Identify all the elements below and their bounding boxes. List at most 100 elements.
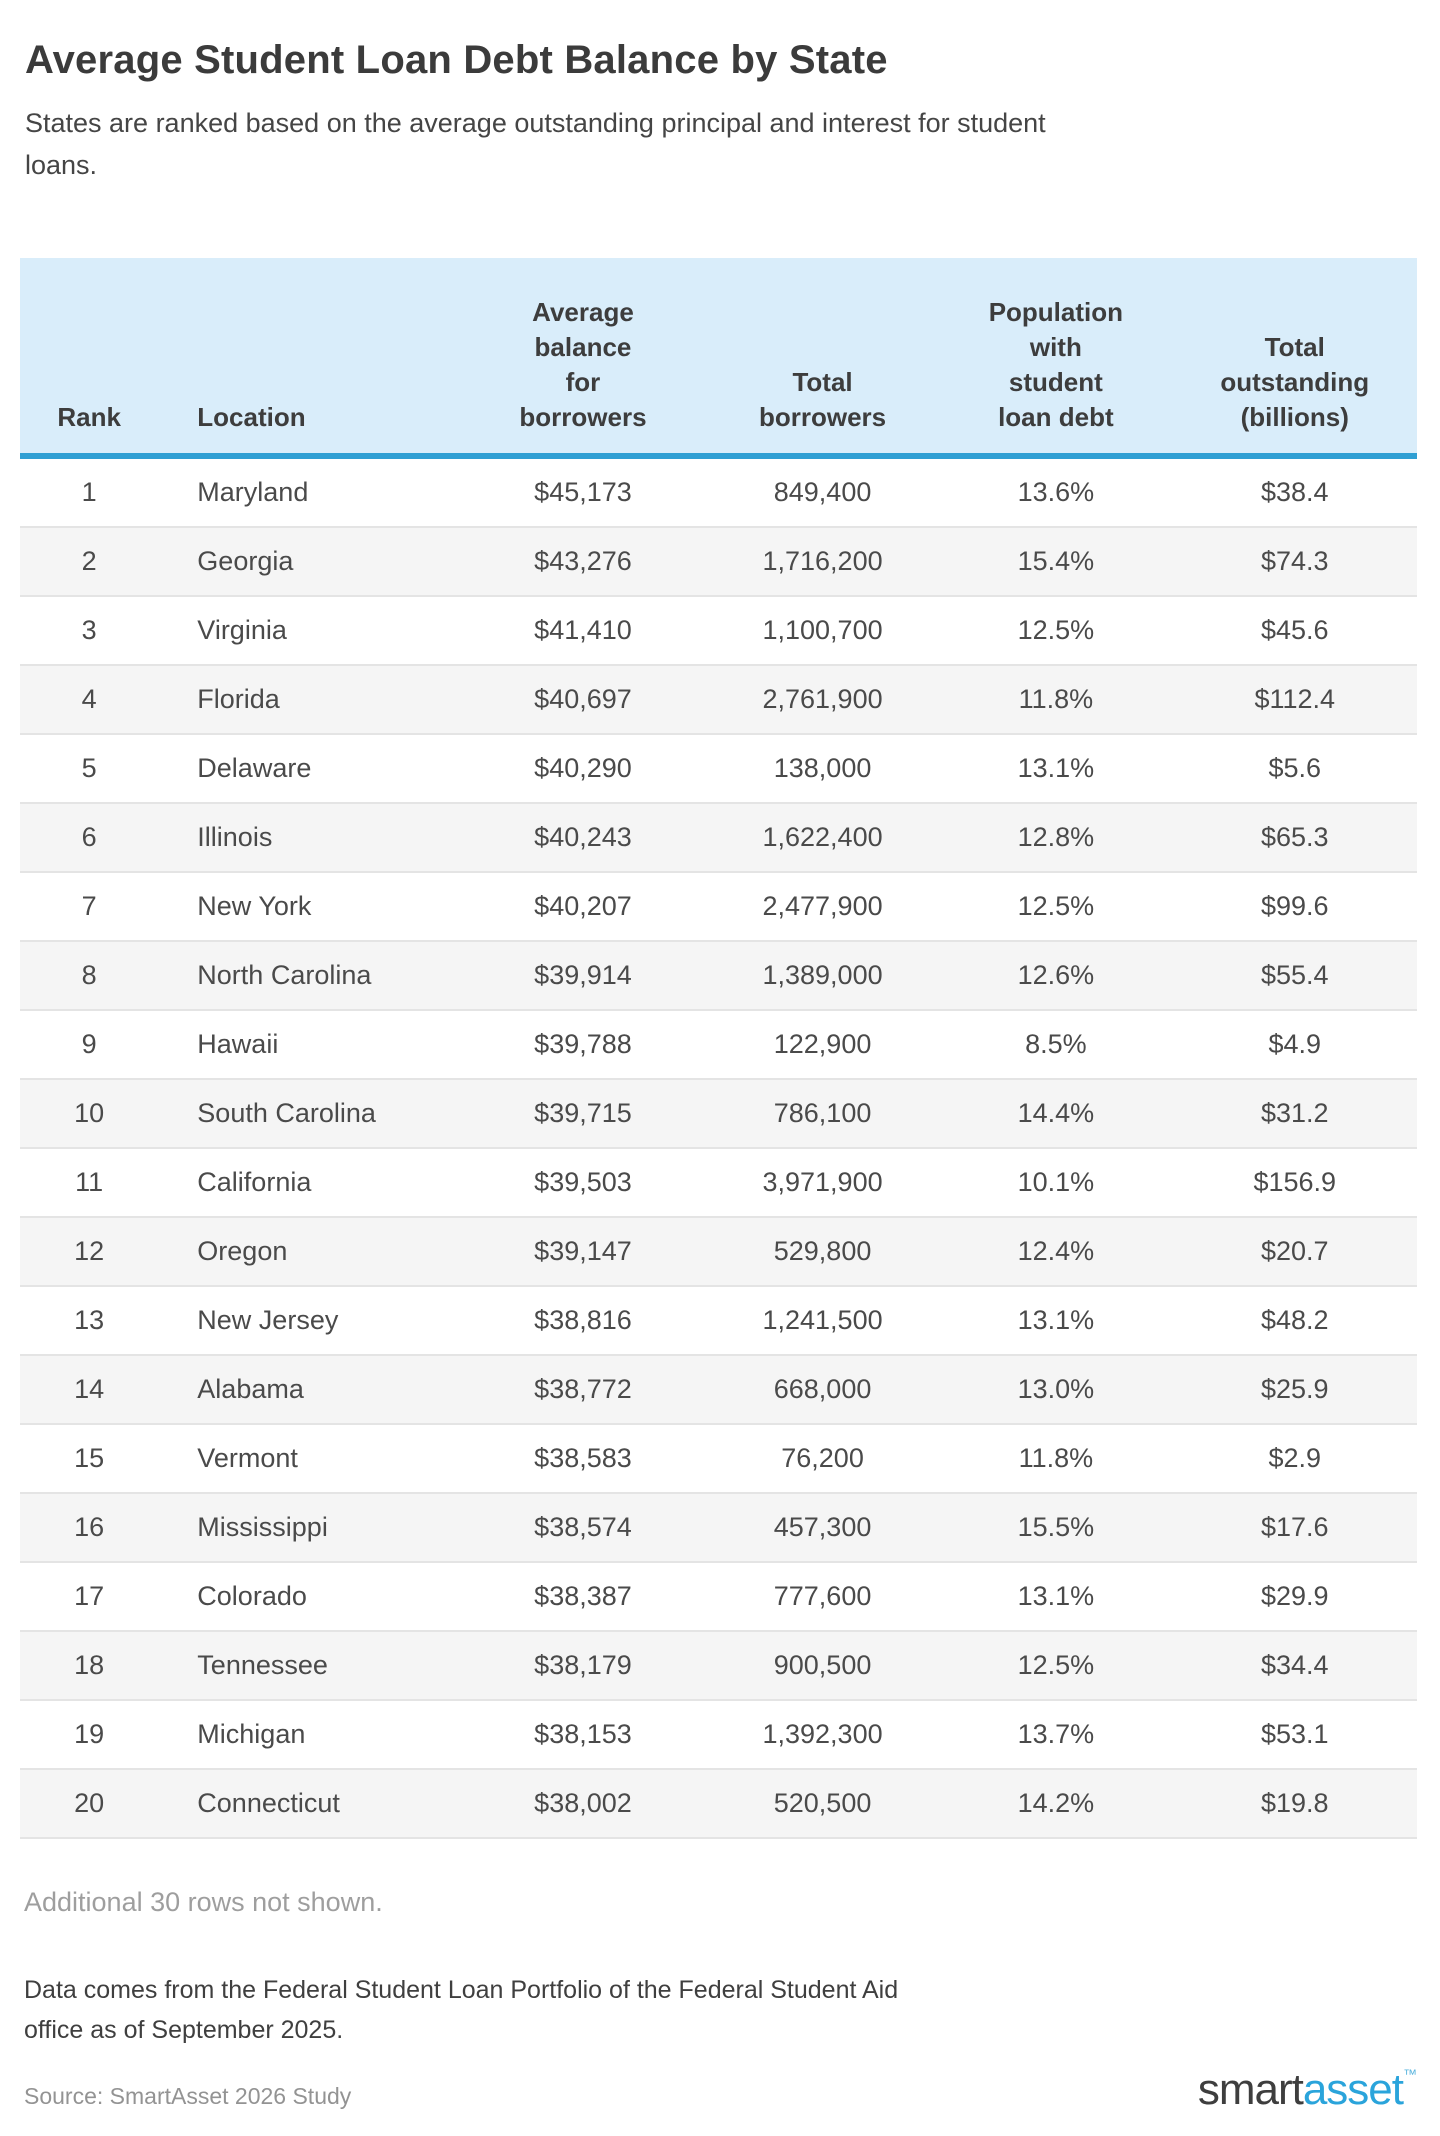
bottom-row: Source: SmartAsset 2026 Study smartasset… <box>20 2064 1417 2116</box>
cell-total-outstanding: $19.8 <box>1172 1768 1417 1838</box>
cell-population-with-debt: 13.1% <box>939 1285 1173 1355</box>
cell-location: Hawaii <box>158 1009 461 1079</box>
table-row: 20 Connecticut $38,002 520,500 14.2% $19.8 <box>20 1768 1417 1838</box>
table-row: 6 Illinois $40,243 1,622,400 12.8% $65.3 <box>20 802 1417 872</box>
cell-population-with-debt: 13.7% <box>939 1699 1173 1769</box>
cell-population-with-debt: 15.5% <box>939 1492 1173 1562</box>
cell-avg-balance: $38,387 <box>460 1561 706 1631</box>
cell-rank: 15 <box>20 1423 159 1493</box>
cell-population-with-debt: 13.6% <box>1017 477 1095 507</box>
student-loan-debt-table: Rank Location Average balance for borrow… <box>20 258 1417 1839</box>
cell-population-with-debt: 15.4% <box>939 526 1173 596</box>
table-row: 8 North Carolina $39,914 1,389,000 12.6% $55.… <box>20 940 1417 1010</box>
cell-total-borrowers: 1,100,700 <box>705 595 940 665</box>
table-body: 1 Maryland $45,173 849,400 13.6% $38.4 2 Georgi… <box>20 456 1417 1838</box>
cell-location: Alabama <box>158 1354 461 1424</box>
table-row: 11 California $39,503 3,971,900 10.1% $156.9 <box>20 1147 1417 1217</box>
cell-population-with-debt: 13.1% <box>939 733 1173 803</box>
cell-rank: 4 <box>20 664 159 734</box>
cell-location: New Jersey <box>158 1285 461 1355</box>
table-row: 17 Colorado $38,387 777,600 13.1% $29.9 <box>20 1561 1417 1631</box>
cell-population-with-debt: 14.2% <box>939 1768 1173 1838</box>
column-header-average-balance: Average balance for borrowers <box>460 258 706 459</box>
cell-rank: 13 <box>20 1285 159 1355</box>
table-row: 15 Vermont $38,583 76,200 11.8% $2.9 <box>20 1423 1417 1493</box>
cell-location: California <box>158 1147 461 1217</box>
cell-total-outstanding: $156.9 <box>1172 1147 1417 1217</box>
cell-total-outstanding: $65.3 <box>1172 802 1417 872</box>
cell-avg-balance: $39,788 <box>460 1009 706 1079</box>
cell-total-borrowers: 900,500 <box>705 1630 940 1700</box>
cell-rank: 16 <box>20 1492 159 1562</box>
cell-total-outstanding: $38.4 <box>1260 477 1329 507</box>
cell-rank: 6 <box>20 802 159 872</box>
cell-rank: 3 <box>20 595 159 665</box>
cell-total-borrowers: 1,622,400 <box>705 802 940 872</box>
cell-total-outstanding: $20.7 <box>1172 1216 1417 1286</box>
cell-rank: 12 <box>20 1216 159 1286</box>
cell-avg-balance: $40,207 <box>460 871 706 941</box>
cell-total-borrowers: 849,400 <box>773 477 872 507</box>
cell-avg-balance: $39,503 <box>460 1147 706 1217</box>
cell-rank: 17 <box>20 1561 159 1631</box>
cell-location: North Carolina <box>158 940 461 1010</box>
cell-total-outstanding: $45.6 <box>1172 595 1417 665</box>
table-row: 3 Virginia $41,410 1,100,700 12.5% $45.6 <box>20 595 1417 665</box>
cell-total-borrowers: 786,100 <box>705 1078 940 1148</box>
cell-avg-balance: $40,697 <box>460 664 706 734</box>
cell-avg-balance: $38,179 <box>460 1630 706 1700</box>
cell-population-with-debt: 12.5% <box>939 595 1173 665</box>
cell-location: South Carolina <box>158 1078 461 1148</box>
cell-total-outstanding: $112.4 <box>1172 664 1417 734</box>
cell-rank: 7 <box>20 871 159 941</box>
cell-rank: 14 <box>20 1354 159 1424</box>
cell-avg-balance: $38,153 <box>460 1699 706 1769</box>
cell-avg-balance: $38,772 <box>460 1354 706 1424</box>
cell-avg-balance: $43,276 <box>460 526 706 596</box>
cell-rank: 2 <box>20 526 159 596</box>
cell-total-outstanding: $29.9 <box>1172 1561 1417 1631</box>
cell-location: Mississippi <box>158 1492 461 1562</box>
logo-trademark-icon: ™ <box>1403 2066 1417 2082</box>
data-source-note: Data comes from the Federal Student Loan… <box>24 1976 899 2044</box>
column-header-rank: Rank <box>20 258 159 459</box>
cell-total-borrowers: 122,900 <box>705 1009 940 1079</box>
cell-avg-balance: $39,914 <box>460 940 706 1010</box>
cell-total-borrowers: 76,200 <box>705 1423 940 1493</box>
cell-avg-balance: $39,147 <box>460 1216 706 1286</box>
cell-rank: 8 <box>20 940 159 1010</box>
cell-total-borrowers: 1,389,000 <box>705 940 940 1010</box>
column-header-location: Location <box>158 258 461 459</box>
cell-avg-balance: $40,290 <box>460 733 706 803</box>
cell-population-with-debt: 11.8% <box>939 664 1173 734</box>
cell-location: Georgia <box>158 526 461 596</box>
cell-total-borrowers: 529,800 <box>705 1216 940 1286</box>
table-row: 9 Hawaii $39,788 122,900 8.5% $4.9 <box>20 1009 1417 1079</box>
table-row: 14 Alabama $38,772 668,000 13.0% $25.9 <box>20 1354 1417 1424</box>
cell-location: Illinois <box>158 802 461 872</box>
page-title: Average Student Loan Debt Balance by Sta… <box>25 38 888 82</box>
table-row: 13 New Jersey $38,816 1,241,500 13.1% $48.2 <box>20 1285 1417 1355</box>
table-row: 18 Tennessee $38,179 900,500 12.5% $34.4 <box>20 1630 1417 1700</box>
table-row: 16 Mississippi $38,574 457,300 15.5% $17.6 <box>20 1492 1417 1562</box>
cell-population-with-debt: 12.6% <box>939 940 1173 1010</box>
table-row: 7 New York $40,207 2,477,900 12.5% $99.6 <box>20 871 1417 941</box>
table-header-row: Rank Location Average balance for borrow… <box>20 258 1417 459</box>
cell-avg-balance: $38,816 <box>460 1285 706 1355</box>
cell-population-with-debt: 11.8% <box>939 1423 1173 1493</box>
cell-total-outstanding: $25.9 <box>1172 1354 1417 1424</box>
cell-total-outstanding: $53.1 <box>1172 1699 1417 1769</box>
table-row: 12 Oregon $39,147 529,800 12.4% $20.7 <box>20 1216 1417 1286</box>
cell-avg-balance: $41,410 <box>460 595 706 665</box>
cell-rank: 20 <box>20 1768 159 1838</box>
cell-location: Virginia <box>158 595 461 665</box>
cell-avg-balance: $38,574 <box>460 1492 706 1562</box>
cell-total-borrowers: 1,392,300 <box>705 1699 940 1769</box>
cell-population-with-debt: 13.1% <box>939 1561 1173 1631</box>
cell-total-outstanding: $99.6 <box>1172 871 1417 941</box>
cell-total-borrowers: 457,300 <box>705 1492 940 1562</box>
cell-location: Michigan <box>158 1699 461 1769</box>
cell-total-outstanding: $17.6 <box>1172 1492 1417 1562</box>
cell-location: Florida <box>158 664 461 734</box>
